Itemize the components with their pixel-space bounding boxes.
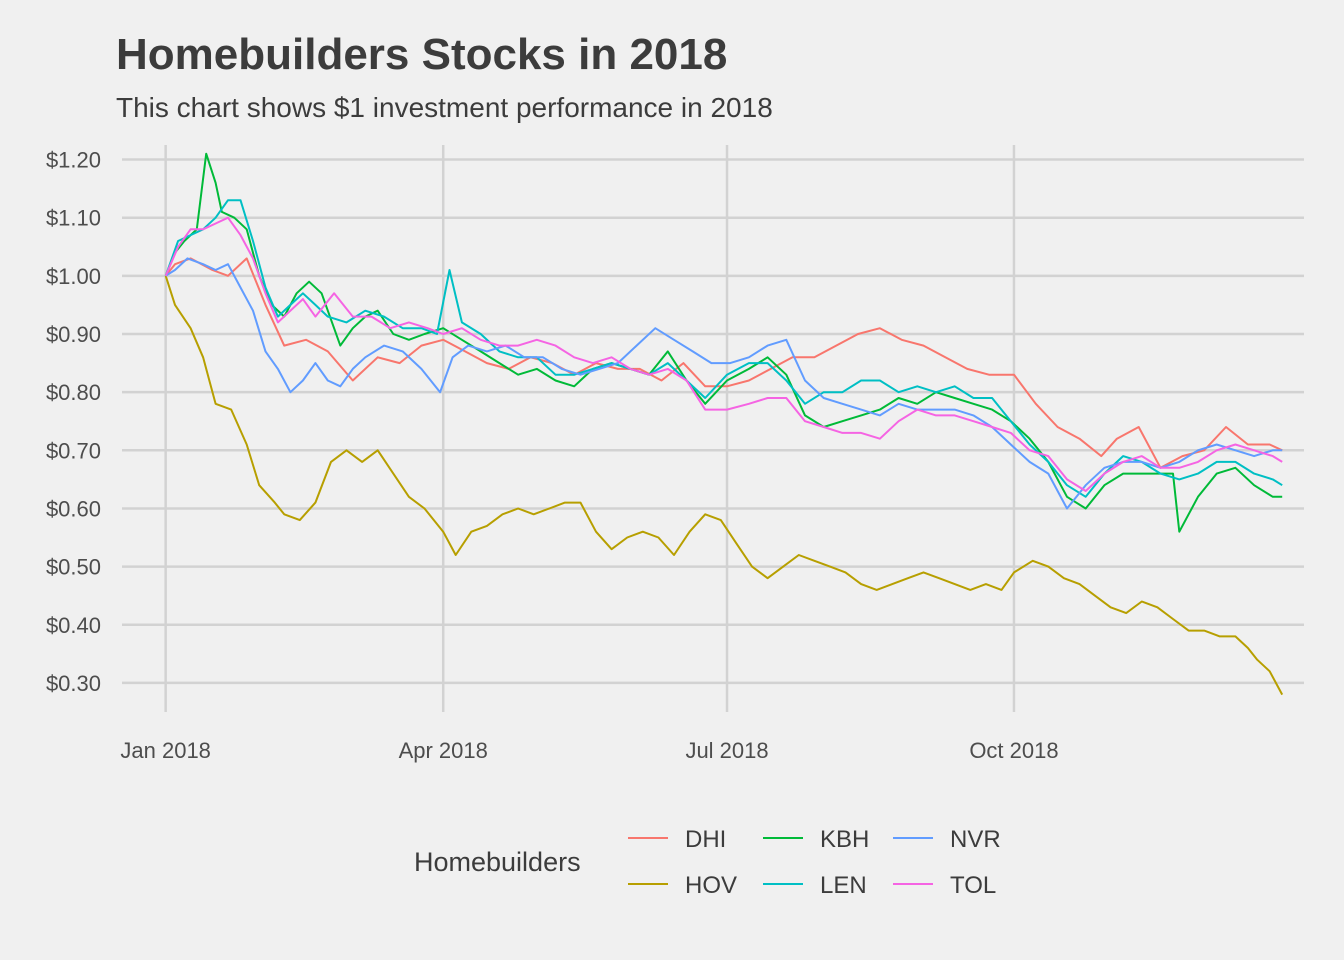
y-tick-label: $0.60	[46, 496, 101, 521]
y-tick-label: $0.50	[46, 555, 101, 580]
legend-label: LEN	[820, 872, 867, 899]
legend-item-kbh: KBH	[763, 826, 869, 853]
legend-item-hov: HOV	[628, 872, 737, 899]
y-tick-label: $1.20	[46, 148, 101, 173]
y-tick-label: $0.70	[46, 438, 101, 463]
series-line-hov	[164, 275, 1284, 696]
x-tick-label: Jul 2018	[685, 738, 768, 763]
legend-item-nvr: NVR	[893, 826, 1001, 853]
page-title: Homebuilders Stocks in 2018	[116, 30, 728, 79]
y-tick-label: $0.80	[46, 380, 101, 405]
legend: Homebuilders DHI HOV KBH LEN NVR TOL	[414, 826, 1001, 899]
y-tick-label: $0.90	[46, 322, 101, 347]
y-tick-label: $0.40	[46, 613, 101, 638]
series-layer	[164, 152, 1284, 696]
series-line-kbh	[164, 152, 1283, 533]
x-tick-label: Jan 2018	[120, 738, 211, 763]
series-line-nvr	[165, 257, 1283, 510]
page-subtitle: This chart shows $1 investment performan…	[116, 92, 773, 123]
series-line-tol	[164, 216, 1283, 492]
legend-label: KBH	[820, 826, 869, 853]
y-axis-ticks: $0.30 $0.40 $0.50 $0.60 $0.70 $0.80 $0.90 $1.00…	[46, 148, 101, 696]
x-tick-label: Oct 2018	[969, 738, 1058, 763]
legend-label: DHI	[685, 826, 726, 853]
series-line-len	[164, 199, 1283, 498]
y-tick-label: $1.00	[46, 264, 101, 289]
x-tick-label: Apr 2018	[399, 738, 488, 763]
grid-layer	[122, 145, 1304, 712]
legend-label: TOL	[950, 872, 996, 899]
legend-item-len: LEN	[763, 872, 867, 899]
legend-item-dhi: DHI	[628, 826, 726, 853]
y-tick-label: $0.30	[46, 671, 101, 696]
y-tick-label: $1.10	[46, 206, 101, 231]
legend-item-tol: TOL	[893, 872, 996, 899]
legend-label: HOV	[685, 872, 737, 899]
x-axis-ticks: Jan 2018 Apr 2018 Jul 2018 Oct 2018	[120, 738, 1058, 763]
legend-title: Homebuilders	[414, 847, 581, 877]
legend-label: NVR	[950, 826, 1001, 853]
